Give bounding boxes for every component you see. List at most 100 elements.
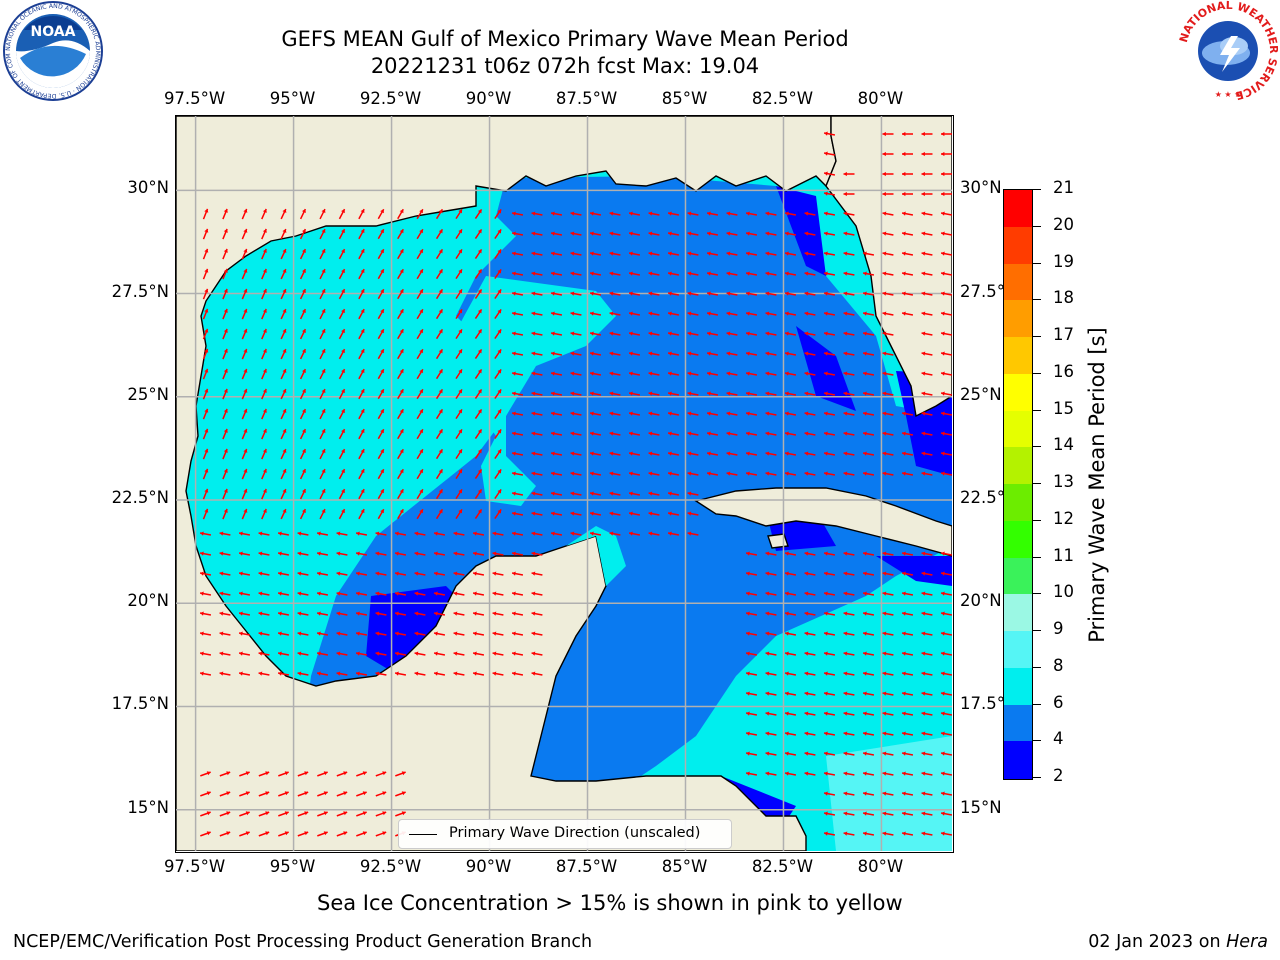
wave-arrow — [511, 331, 524, 336]
wave-arrow — [531, 411, 543, 416]
wave-arrow — [941, 131, 952, 137]
wave-arrow — [804, 351, 816, 356]
wave-arrow — [940, 771, 953, 776]
wave-arrow — [474, 429, 483, 439]
colorbar-band — [1004, 667, 1032, 705]
wave-arrow — [278, 791, 289, 797]
wave-arrow — [416, 248, 424, 260]
wave-arrow — [823, 311, 836, 316]
wave-arrow — [726, 471, 738, 476]
wave-arrow — [843, 611, 855, 616]
wave-arrow — [280, 368, 287, 380]
wave-arrow — [222, 328, 228, 340]
colorbar-tick-label: 9 — [1053, 619, 1064, 638]
wave-arrow — [823, 811, 836, 816]
wave-arrow — [901, 291, 914, 296]
wave-arrow — [843, 671, 855, 676]
wave-arrow — [238, 631, 251, 636]
wave-arrow — [687, 511, 699, 516]
wave-arrow — [882, 271, 894, 276]
wave-arrow — [511, 211, 524, 216]
wave-arrow — [435, 348, 444, 360]
wave-arrow — [687, 431, 699, 436]
wave-arrow — [940, 351, 953, 356]
wave-arrow — [241, 368, 248, 380]
wave-arrow — [336, 831, 348, 837]
wave-arrow — [667, 351, 680, 356]
wave-arrow — [474, 369, 483, 379]
wave-arrow — [241, 288, 248, 300]
wave-arrow — [823, 691, 836, 696]
wave-arrow — [804, 231, 816, 236]
wave-arrow — [258, 811, 270, 817]
wave-arrow — [280, 428, 287, 440]
wave-arrow — [784, 471, 797, 476]
wave-arrow — [474, 329, 483, 339]
wave-arrow — [921, 831, 933, 836]
wave-arrow — [784, 711, 797, 716]
wave-arrow — [628, 471, 641, 476]
wave-arrow — [355, 631, 368, 636]
wave-arrow — [745, 691, 758, 696]
wave-arrow — [901, 691, 914, 696]
wave-arrow — [202, 368, 209, 380]
wave-arrow — [940, 551, 953, 556]
wave-arrow — [416, 328, 424, 340]
wave-arrow — [882, 131, 894, 137]
wave-arrow — [531, 631, 543, 636]
wave-arrow — [199, 611, 212, 616]
wave-arrow — [202, 348, 209, 360]
wave-arrow — [804, 611, 816, 616]
wave-arrow — [687, 371, 699, 376]
wave-arrow — [940, 371, 953, 376]
wave-arrow — [550, 451, 563, 456]
wave-arrow — [784, 451, 797, 456]
wave-arrow — [667, 291, 680, 296]
wave-arrow — [940, 311, 953, 316]
wave-arrow — [843, 311, 855, 316]
wave-arrow — [550, 391, 563, 396]
wave-arrow — [455, 368, 463, 380]
wave-arrow — [338, 468, 346, 480]
wave-arrow — [258, 831, 270, 837]
wave-arrow — [261, 488, 267, 500]
wave-arrow — [261, 408, 267, 420]
wave-arrow — [589, 211, 602, 216]
wave-arrow — [316, 611, 329, 616]
wave-arrow — [531, 531, 543, 536]
wave-arrow — [940, 211, 953, 216]
wave-arrow — [377, 408, 385, 420]
wave-arrow — [862, 291, 875, 296]
wave-arrow — [706, 391, 719, 396]
wave-arrow — [435, 368, 444, 380]
wave-arrow — [882, 411, 894, 416]
wave-arrow — [299, 268, 307, 280]
wave-arrow — [648, 351, 660, 356]
wave-arrow — [280, 468, 287, 480]
wave-arrow — [784, 311, 797, 316]
wave-arrow — [297, 651, 309, 656]
wave-arrow — [358, 448, 365, 460]
wave-arrow — [940, 231, 953, 236]
lon-tick-top: 90°W — [465, 89, 512, 108]
wave-arrow — [377, 488, 385, 500]
wave-arrow — [609, 531, 621, 536]
wave-arrow — [882, 831, 894, 836]
wave-arrow — [823, 831, 836, 836]
wave-arrow — [765, 311, 777, 316]
wave-arrow — [902, 151, 913, 157]
wave-arrow — [494, 509, 502, 519]
wave-arrow — [843, 651, 855, 656]
wave-arrow — [474, 309, 483, 319]
wave-arrow — [784, 271, 797, 276]
wave-arrow — [199, 671, 212, 676]
colorbar-band — [1004, 226, 1032, 264]
wave-arrow — [921, 391, 933, 396]
wave-arrow — [358, 308, 365, 320]
wave-arrow — [745, 331, 758, 336]
wave-arrow — [358, 428, 365, 440]
wave-arrow — [297, 531, 309, 536]
wave-arrow — [823, 731, 836, 736]
wave-arrow — [394, 651, 407, 656]
wave-arrow — [319, 268, 326, 280]
